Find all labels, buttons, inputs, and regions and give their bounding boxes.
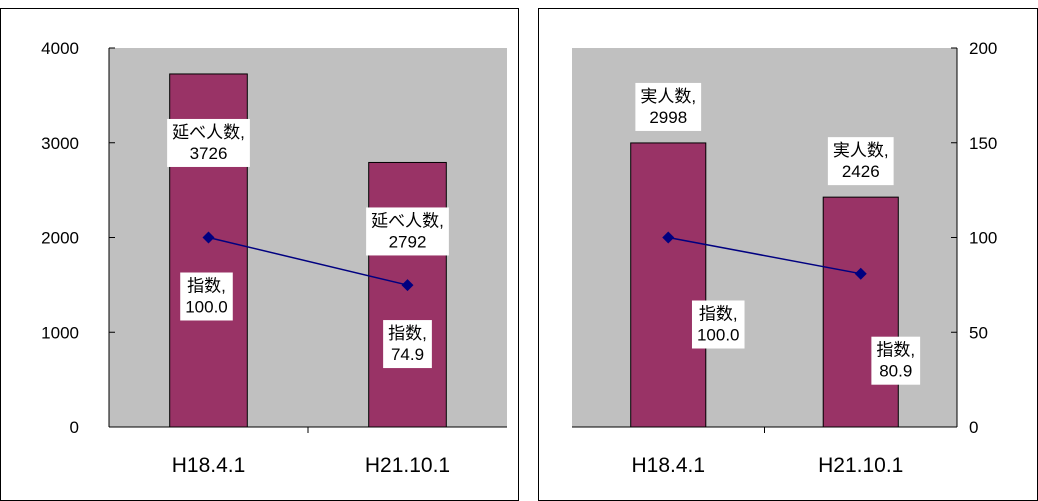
index-data-label-1-line-0: 指数, bbox=[876, 341, 915, 360]
index-line bbox=[668, 236, 861, 275]
bar-1 bbox=[822, 196, 899, 428]
index-marker-0 bbox=[202, 231, 215, 244]
index-data-label-1-bg bbox=[871, 336, 921, 385]
index-data-label-1-bg bbox=[383, 320, 432, 369]
bar-data-label-1: 実人数, 2426 bbox=[827, 137, 894, 186]
chart-panel-right: 0 50 100 150 200 H18.4.1 H21.10.1 実人数, 2998 実人数, 2… bbox=[538, 8, 1038, 501]
bar-data-label-1-line-0: 実人数, bbox=[833, 141, 889, 160]
index-data-label-0-line-1: 100.0 bbox=[185, 298, 228, 317]
bar-data-label-0-bg bbox=[635, 82, 702, 131]
index-data-label-1-line-0: 指数, bbox=[388, 324, 427, 343]
index-data-label-0-line-1: 100.0 bbox=[697, 326, 740, 345]
y-tick-label-3: 3000 bbox=[41, 134, 79, 153]
index-data-label-0: 指数, 100.0 bbox=[691, 300, 745, 349]
index-data-label-0-bg bbox=[180, 272, 233, 321]
bar-data-label-0-line-0: 延べ人数, bbox=[172, 123, 245, 142]
y-tick-label-4: 200 bbox=[969, 39, 997, 58]
chart-right: 0 50 100 150 200 H18.4.1 H21.10.1 実人数, 2998 実人数, 2… bbox=[572, 39, 997, 477]
bar-data-label-0: 実人数, 2998 bbox=[635, 82, 702, 131]
x-category-label-0: H18.4.1 bbox=[631, 454, 705, 477]
x-category-label-1: H21.10.1 bbox=[365, 454, 450, 477]
bar-data-label-1-line-1: 2792 bbox=[389, 232, 427, 251]
index-data-label-0-bg bbox=[691, 300, 745, 349]
index-line bbox=[208, 236, 408, 286]
chart-left: 0 1000 2000 3000 4000 H18.4.1 H21.10.1 延べ人数, 372… bbox=[41, 39, 507, 477]
index-data-label-0-line-0: 指数, bbox=[187, 277, 226, 296]
index-data-label-1: 指数, 80.9 bbox=[871, 336, 921, 385]
bar-data-label-0: 延べ人数, 3726 bbox=[167, 118, 250, 167]
bar-data-label-1-line-0: 延べ人数, bbox=[371, 211, 444, 230]
bar-1 bbox=[368, 161, 447, 428]
bar-data-label-1-bg bbox=[827, 137, 894, 186]
bar-data-label-0-line-0: 実人数, bbox=[640, 87, 696, 106]
bar-data-label-0-bg bbox=[167, 118, 250, 167]
index-marker-0 bbox=[662, 231, 675, 244]
bar-data-label-1-line-1: 2426 bbox=[842, 162, 880, 181]
index-marker-1 bbox=[854, 267, 867, 280]
y-tick-label-2: 100 bbox=[969, 229, 997, 248]
y-tick-label-4: 4000 bbox=[41, 39, 79, 58]
y-tick-label-0: 0 bbox=[969, 418, 978, 437]
bar-data-label-0-line-1: 3726 bbox=[190, 144, 228, 163]
y-tick-label-1: 50 bbox=[969, 323, 988, 342]
index-data-label-1-line-1: 74.9 bbox=[391, 345, 424, 364]
y-tick-label-2: 2000 bbox=[41, 229, 79, 248]
bar-0 bbox=[630, 142, 707, 428]
index-data-label-1: 指数, 74.9 bbox=[383, 320, 432, 369]
y-tick-label-0: 0 bbox=[70, 418, 79, 437]
y-tick-label-3: 150 bbox=[969, 134, 997, 153]
bar-data-label-1: 延べ人数, 2792 bbox=[366, 207, 449, 256]
chart-panel-left: 0 1000 2000 3000 4000 H18.4.1 H21.10.1 延べ人数, 372… bbox=[0, 8, 519, 501]
x-category-label-1: H21.10.1 bbox=[818, 454, 903, 477]
x-category-label-0: H18.4.1 bbox=[172, 454, 246, 477]
y-tick-label-1: 1000 bbox=[41, 323, 79, 342]
index-data-label-0: 指数, 100.0 bbox=[180, 272, 233, 321]
index-marker-1 bbox=[401, 279, 414, 292]
index-data-label-0-line-0: 指数, bbox=[699, 305, 738, 324]
bar-data-label-1-bg bbox=[366, 207, 449, 256]
index-data-label-1-line-1: 80.9 bbox=[879, 362, 912, 381]
bar-data-label-0-line-1: 2998 bbox=[649, 108, 687, 127]
